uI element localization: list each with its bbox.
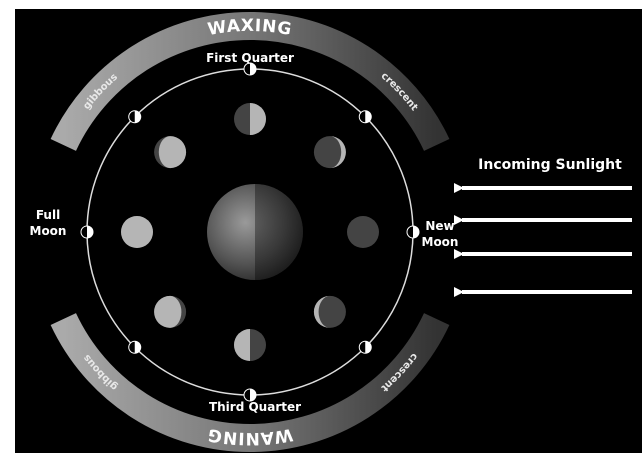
- first-quarter-label: First Quarter: [206, 51, 294, 65]
- full-moon-label: Moon: [30, 224, 67, 238]
- new-moon-label: Moon: [422, 235, 459, 249]
- third-quarter-label: Third Quarter: [209, 400, 301, 414]
- full-moon-label: Full: [36, 208, 60, 222]
- sunlight-label: Incoming Sunlight: [478, 157, 622, 173]
- moon-phase-diagram: WAXING gibbous crescent WANING crescent …: [0, 0, 642, 453]
- moon-phase: [347, 216, 379, 248]
- moon-phase-lit: [121, 216, 153, 248]
- new-moon-label: New: [425, 219, 454, 233]
